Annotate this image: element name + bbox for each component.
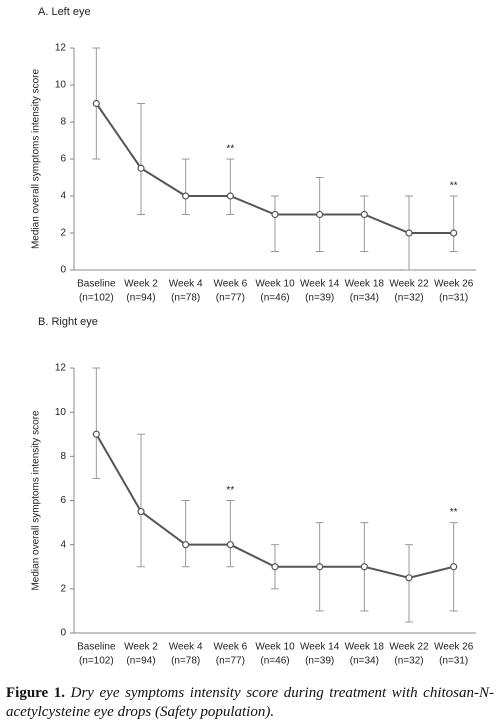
y-tick-label: 12 bbox=[55, 363, 67, 374]
point bbox=[271, 210, 279, 219]
x-tick-sublabel: (n=102) bbox=[79, 656, 114, 667]
y-axis-label: Median overall symptoms intensity score bbox=[31, 69, 42, 250]
x-tick-label: Week 2 bbox=[124, 642, 158, 653]
annotation: ** bbox=[226, 144, 234, 155]
point bbox=[360, 210, 368, 219]
x-tick-label: Baseline bbox=[77, 642, 116, 653]
point bbox=[226, 541, 234, 549]
point bbox=[405, 229, 413, 237]
y-tick-label: 0 bbox=[60, 628, 66, 639]
x-tick-label: Week 4 bbox=[169, 642, 203, 653]
x-tick-sublabel: (n=31) bbox=[439, 293, 468, 304]
point bbox=[137, 164, 145, 172]
x-tick-sublabel: (n=39) bbox=[305, 656, 334, 667]
y-tick-label: 4 bbox=[60, 539, 66, 550]
y-tick-label: 10 bbox=[55, 80, 67, 91]
x-tick-label: Week 22 bbox=[389, 279, 429, 290]
x-tick-label: Week 10 bbox=[255, 279, 295, 290]
x-tick-sublabel: (n=78) bbox=[171, 293, 200, 304]
point bbox=[226, 192, 234, 200]
x-tick-sublabel: (n=31) bbox=[439, 656, 468, 667]
y-tick-label: 2 bbox=[60, 583, 66, 594]
x-tick-label: Week 4 bbox=[169, 279, 203, 290]
x-tick-sublabel: (n=32) bbox=[394, 656, 423, 667]
x-tick-sublabel: (n=94) bbox=[126, 293, 155, 304]
x-tick-label: Week 6 bbox=[213, 279, 247, 290]
point bbox=[182, 192, 190, 200]
point bbox=[92, 99, 100, 108]
x-tick-label: Week 22 bbox=[389, 642, 429, 653]
x-tick-sublabel: (n=46) bbox=[260, 656, 289, 667]
x-tick-label: Week 2 bbox=[124, 279, 158, 290]
y-tick-label: 6 bbox=[60, 154, 66, 165]
point bbox=[137, 507, 145, 516]
x-tick-label: Week 18 bbox=[345, 642, 385, 653]
caption-text: Dry eye symptoms intensity score during … bbox=[6, 685, 495, 720]
point bbox=[316, 210, 324, 219]
x-tick-sublabel: (n=34) bbox=[350, 656, 379, 667]
x-tick-label: Week 14 bbox=[300, 642, 340, 653]
point bbox=[271, 563, 279, 571]
point bbox=[316, 563, 324, 571]
point bbox=[450, 563, 458, 571]
y-tick-label: 8 bbox=[60, 451, 66, 462]
x-tick-label: Week 6 bbox=[213, 642, 247, 653]
x-tick-sublabel: (n=46) bbox=[260, 293, 289, 304]
y-tick-label: 2 bbox=[60, 228, 66, 239]
y-tick-label: 4 bbox=[60, 191, 66, 202]
x-tick-label: Week 10 bbox=[255, 642, 295, 653]
annotation: ** bbox=[226, 485, 234, 496]
x-tick-label: Baseline bbox=[77, 279, 116, 290]
y-tick-label: 0 bbox=[60, 265, 66, 276]
x-tick-label: Week 14 bbox=[300, 279, 340, 290]
panel-title: A. Left eye bbox=[38, 6, 91, 18]
x-tick-sublabel: (n=94) bbox=[126, 656, 155, 667]
y-tick-label: 10 bbox=[55, 407, 67, 418]
x-tick-sublabel: (n=39) bbox=[305, 293, 334, 304]
annotation: ** bbox=[450, 507, 458, 518]
point bbox=[92, 430, 100, 438]
point bbox=[182, 541, 190, 549]
caption-label: Figure 1. bbox=[6, 685, 66, 701]
x-tick-sublabel: (n=77) bbox=[216, 293, 245, 304]
point bbox=[450, 229, 458, 237]
x-tick-sublabel: (n=32) bbox=[394, 293, 423, 304]
point bbox=[360, 563, 368, 571]
y-tick-label: 8 bbox=[60, 117, 66, 128]
x-tick-label: Week 26 bbox=[434, 642, 474, 653]
x-tick-sublabel: (n=102) bbox=[79, 293, 114, 304]
panel-title: B. Right eye bbox=[38, 316, 98, 328]
x-tick-sublabel: (n=34) bbox=[350, 293, 379, 304]
x-tick-label: Week 18 bbox=[345, 279, 385, 290]
annotation: ** bbox=[450, 181, 458, 192]
x-tick-sublabel: (n=77) bbox=[216, 656, 245, 667]
y-axis-label: Median overall symptoms intensity score bbox=[31, 410, 42, 591]
figure: A. Left eye Median overall symptoms inten… bbox=[31, 6, 476, 667]
y-tick-label: 6 bbox=[60, 495, 66, 506]
y-tick-label: 12 bbox=[55, 43, 67, 54]
x-tick-sublabel: (n=78) bbox=[171, 656, 200, 667]
point bbox=[405, 574, 413, 582]
caption: Figure 1. Dry eye symptoms intensity sco… bbox=[6, 684, 494, 722]
x-tick-label: Week 26 bbox=[434, 279, 474, 290]
